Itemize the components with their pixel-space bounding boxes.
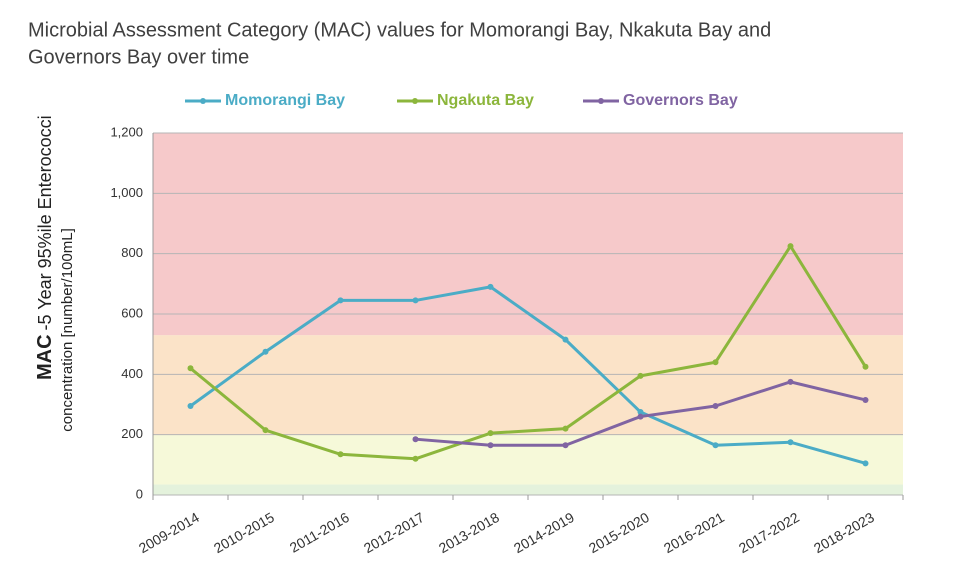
y-label-text: -5 Year 95%ile Enterococci (35, 115, 55, 330)
legend-label: Momorangi Bay (225, 92, 345, 109)
point (637, 409, 644, 416)
y-tick-label: 200 (121, 426, 143, 441)
legend-marker (598, 98, 604, 104)
point (487, 430, 494, 437)
y-label-bold: MAC (34, 334, 56, 380)
legend-marker (412, 98, 418, 104)
point (637, 413, 644, 420)
category-band (153, 484, 903, 495)
point (562, 425, 569, 432)
point (787, 439, 794, 446)
legend-label: Ngakuta Bay (437, 92, 534, 109)
point (412, 436, 419, 443)
point (412, 455, 419, 462)
point (562, 442, 569, 449)
y-tick-label: 0 (136, 486, 143, 501)
series-line (189, 244, 867, 461)
point (487, 283, 494, 290)
point (337, 451, 344, 458)
point (187, 365, 194, 372)
y-tick-label: 1,200 (110, 124, 143, 139)
point (262, 427, 269, 434)
y-axis-label: concentration [number/100mL] (59, 228, 76, 431)
y-tick-label: 600 (121, 305, 143, 320)
point (637, 372, 644, 379)
point (187, 403, 194, 410)
point (862, 396, 869, 403)
point (262, 348, 269, 355)
point (337, 297, 344, 304)
point (487, 442, 494, 449)
legend-marker (200, 98, 206, 104)
point (712, 442, 719, 449)
y-axis-label: MAC -5 Year 95%ile Enterococci (34, 115, 56, 380)
point (412, 297, 419, 304)
point (712, 359, 719, 366)
point (712, 403, 719, 410)
point (787, 243, 794, 250)
y-tick-label: 400 (121, 366, 143, 381)
point (862, 363, 869, 370)
legend-label: Governors Bay (623, 92, 738, 109)
point (862, 460, 869, 467)
y-tick-label: 1,000 (110, 185, 143, 200)
category-band (153, 133, 903, 336)
series-line (189, 285, 866, 465)
point (562, 336, 569, 343)
y-tick-label: 800 (121, 245, 143, 260)
chart-title: Microbial Assessment Category (MAC) valu… (28, 19, 771, 41)
chart-title: Governors Bay over time (28, 46, 249, 68)
point (787, 378, 794, 385)
